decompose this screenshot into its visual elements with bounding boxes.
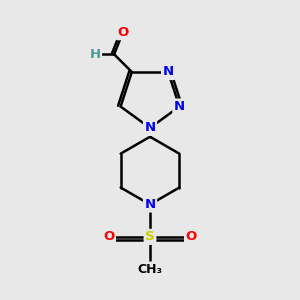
- Text: O: O: [186, 230, 197, 243]
- Text: O: O: [117, 26, 129, 39]
- Text: H: H: [89, 48, 100, 61]
- Text: S: S: [145, 230, 155, 243]
- Text: N: N: [144, 198, 156, 211]
- Text: N: N: [174, 100, 185, 113]
- Text: O: O: [103, 230, 114, 243]
- Text: N: N: [144, 122, 156, 134]
- Text: N: N: [163, 65, 174, 79]
- Text: CH₃: CH₃: [137, 263, 163, 276]
